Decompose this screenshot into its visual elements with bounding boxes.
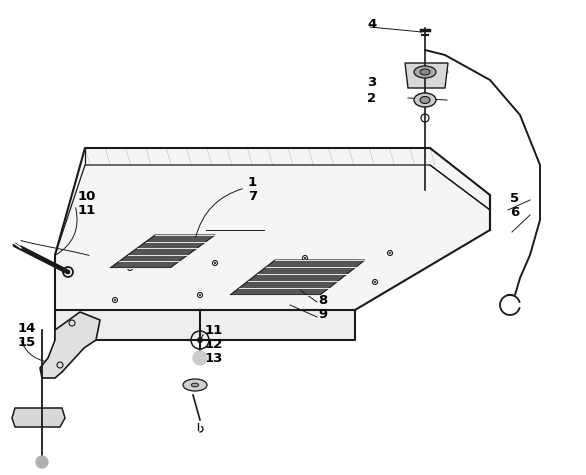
Circle shape [114, 299, 116, 301]
Circle shape [129, 267, 131, 269]
Text: 14: 14 [18, 322, 36, 334]
Polygon shape [55, 310, 355, 340]
Circle shape [197, 337, 203, 343]
Polygon shape [110, 235, 215, 268]
Circle shape [289, 289, 291, 291]
Circle shape [389, 252, 391, 254]
Text: 15: 15 [18, 335, 36, 349]
Text: 3: 3 [367, 76, 376, 88]
Circle shape [36, 456, 48, 468]
Text: 5: 5 [510, 191, 519, 205]
Ellipse shape [414, 66, 436, 78]
Ellipse shape [192, 383, 199, 387]
Polygon shape [12, 408, 65, 427]
Text: 10: 10 [78, 190, 96, 203]
Text: 7: 7 [248, 190, 257, 202]
Ellipse shape [183, 379, 207, 391]
Text: 11: 11 [78, 205, 96, 218]
Circle shape [199, 294, 201, 296]
Text: 11: 11 [205, 323, 223, 336]
Text: 9: 9 [318, 308, 327, 322]
Circle shape [304, 257, 306, 259]
Circle shape [214, 262, 216, 264]
Text: 2: 2 [367, 92, 376, 104]
Text: 1: 1 [248, 175, 257, 189]
Polygon shape [40, 312, 100, 378]
Ellipse shape [414, 93, 436, 107]
Circle shape [193, 351, 207, 365]
Polygon shape [55, 148, 490, 310]
Text: 6: 6 [510, 207, 519, 219]
Text: 4: 4 [367, 19, 376, 31]
Text: 13: 13 [205, 352, 223, 364]
Ellipse shape [420, 96, 430, 104]
Polygon shape [405, 63, 448, 88]
Polygon shape [230, 260, 365, 295]
Ellipse shape [420, 69, 430, 75]
Circle shape [374, 281, 376, 283]
Circle shape [66, 270, 70, 274]
Text: 8: 8 [318, 294, 327, 306]
Text: 12: 12 [205, 338, 223, 351]
